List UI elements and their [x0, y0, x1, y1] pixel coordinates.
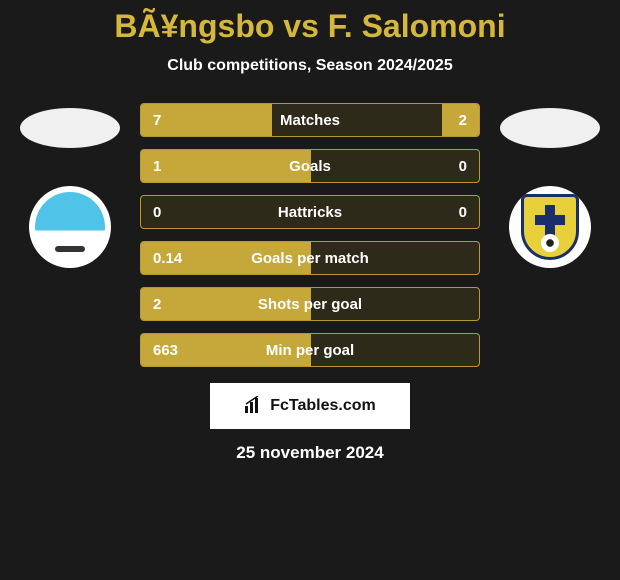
bar-left [141, 150, 311, 182]
stat-value-left: 2 [153, 296, 161, 313]
stat-value-left: 1 [153, 158, 161, 175]
stat-row: 2 Shots per goal [140, 287, 480, 321]
attribution-text: FcTables.com [270, 397, 376, 415]
stat-label: Goals per match [251, 250, 369, 267]
stat-label: Min per goal [266, 342, 354, 359]
team-left-logo-inner [35, 192, 105, 262]
stat-row: 0 Hattricks 0 [140, 195, 480, 229]
ball-icon [541, 234, 559, 252]
comparison-infographic: BÃ¥ngsbo vs F. Salomoni Club competition… [0, 0, 620, 463]
stat-value-left: 0.14 [153, 250, 182, 267]
left-column [20, 103, 120, 268]
stat-value-right: 0 [459, 204, 467, 221]
main-area: 7 Matches 2 1 Goals 0 0 Hattricks 0 0.14 Goals per… [0, 103, 620, 367]
team-left-logo [29, 186, 111, 268]
stat-value-right: 2 [459, 112, 467, 129]
subtitle: Club competitions, Season 2024/2025 [0, 57, 620, 75]
stat-value-right: 0 [459, 158, 467, 175]
attribution-badge: FcTables.com [210, 383, 410, 429]
date-text: 25 november 2024 [0, 443, 620, 463]
stat-value-left: 7 [153, 112, 161, 129]
right-column [500, 103, 600, 268]
stat-row: 0.14 Goals per match [140, 241, 480, 275]
stat-value-left: 663 [153, 342, 178, 359]
team-right-logo [509, 186, 591, 268]
player-photo-placeholder-right [500, 108, 600, 148]
chart-icon [244, 396, 264, 417]
player-photo-placeholder-left [20, 108, 120, 148]
stat-label: Goals [289, 158, 331, 175]
stat-row: 663 Min per goal [140, 333, 480, 367]
team-right-logo-inner [521, 194, 579, 260]
stats-column: 7 Matches 2 1 Goals 0 0 Hattricks 0 0.14 Goals per… [140, 103, 480, 367]
stat-label: Shots per goal [258, 296, 362, 313]
stat-label: Matches [280, 112, 340, 129]
stat-value-left: 0 [153, 204, 161, 221]
page-title: BÃ¥ngsbo vs F. Salomoni [0, 8, 620, 45]
stat-row: 7 Matches 2 [140, 103, 480, 137]
stat-row: 1 Goals 0 [140, 149, 480, 183]
stat-label: Hattricks [278, 204, 342, 221]
